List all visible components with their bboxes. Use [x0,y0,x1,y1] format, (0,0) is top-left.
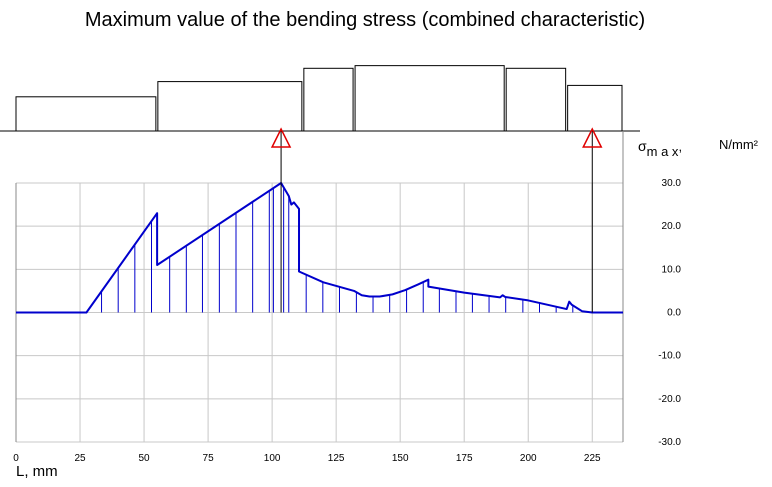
y-axis-subscript: m a x [647,144,679,159]
x-tick-label: 225 [584,453,601,464]
y-tick-label: -10.0 [658,351,681,362]
x-tick-label: 25 [74,453,86,464]
y-axis-label: σm a x, N/mm² [638,137,759,159]
stress-line [16,182,623,314]
x-tick-label: 125 [328,453,345,464]
stress-curve [16,182,623,314]
y-tick-labels: 30.0 20.0 10.0 0.0 -10.0 -20.0 -30.0 [658,178,681,448]
shaft-outline [15,65,623,132]
shaft-segment [157,81,303,132]
chart-title: Maximum value of the bending stress (com… [85,9,645,31]
y-tick-label: 20.0 [662,221,682,232]
x-tick-label: 175 [456,453,473,464]
x-tick-label: 0 [13,453,19,464]
y-tick-label: 30.0 [662,178,682,189]
shaft-segment [15,96,157,132]
y-tick-label: 10.0 [662,264,682,275]
y-axis-symbol: σ [638,138,647,154]
shaft-segment [505,67,567,132]
x-tick-label: 200 [520,453,537,464]
x-tick-label: 75 [203,453,215,464]
x-axis-label: L, mm [16,463,58,480]
support-arrow-icon [270,127,292,148]
y-tick-label: -20.0 [658,394,681,405]
shaft-segment [303,67,354,132]
x-tick-label: 150 [392,453,409,464]
chart-grid [15,131,624,443]
support-arrow-icon [582,127,603,148]
x-tick-labels: 0 25 50 75 100 125 150 175 200 225 [13,453,601,464]
stress-hatching [101,187,574,313]
x-tick-label: 50 [138,453,150,464]
y-tick-label: 0.0 [667,308,681,319]
support-markers [270,127,603,313]
y-axis-unit: N/mm² [719,137,759,152]
svg-text:σm a x,: σm a x, [638,138,682,159]
y-axis-separator: , [678,139,682,154]
y-tick-label: -30.0 [658,437,681,448]
x-tick-label: 100 [264,453,281,464]
shaft-segment [567,84,623,132]
shaft-segment [354,65,505,132]
